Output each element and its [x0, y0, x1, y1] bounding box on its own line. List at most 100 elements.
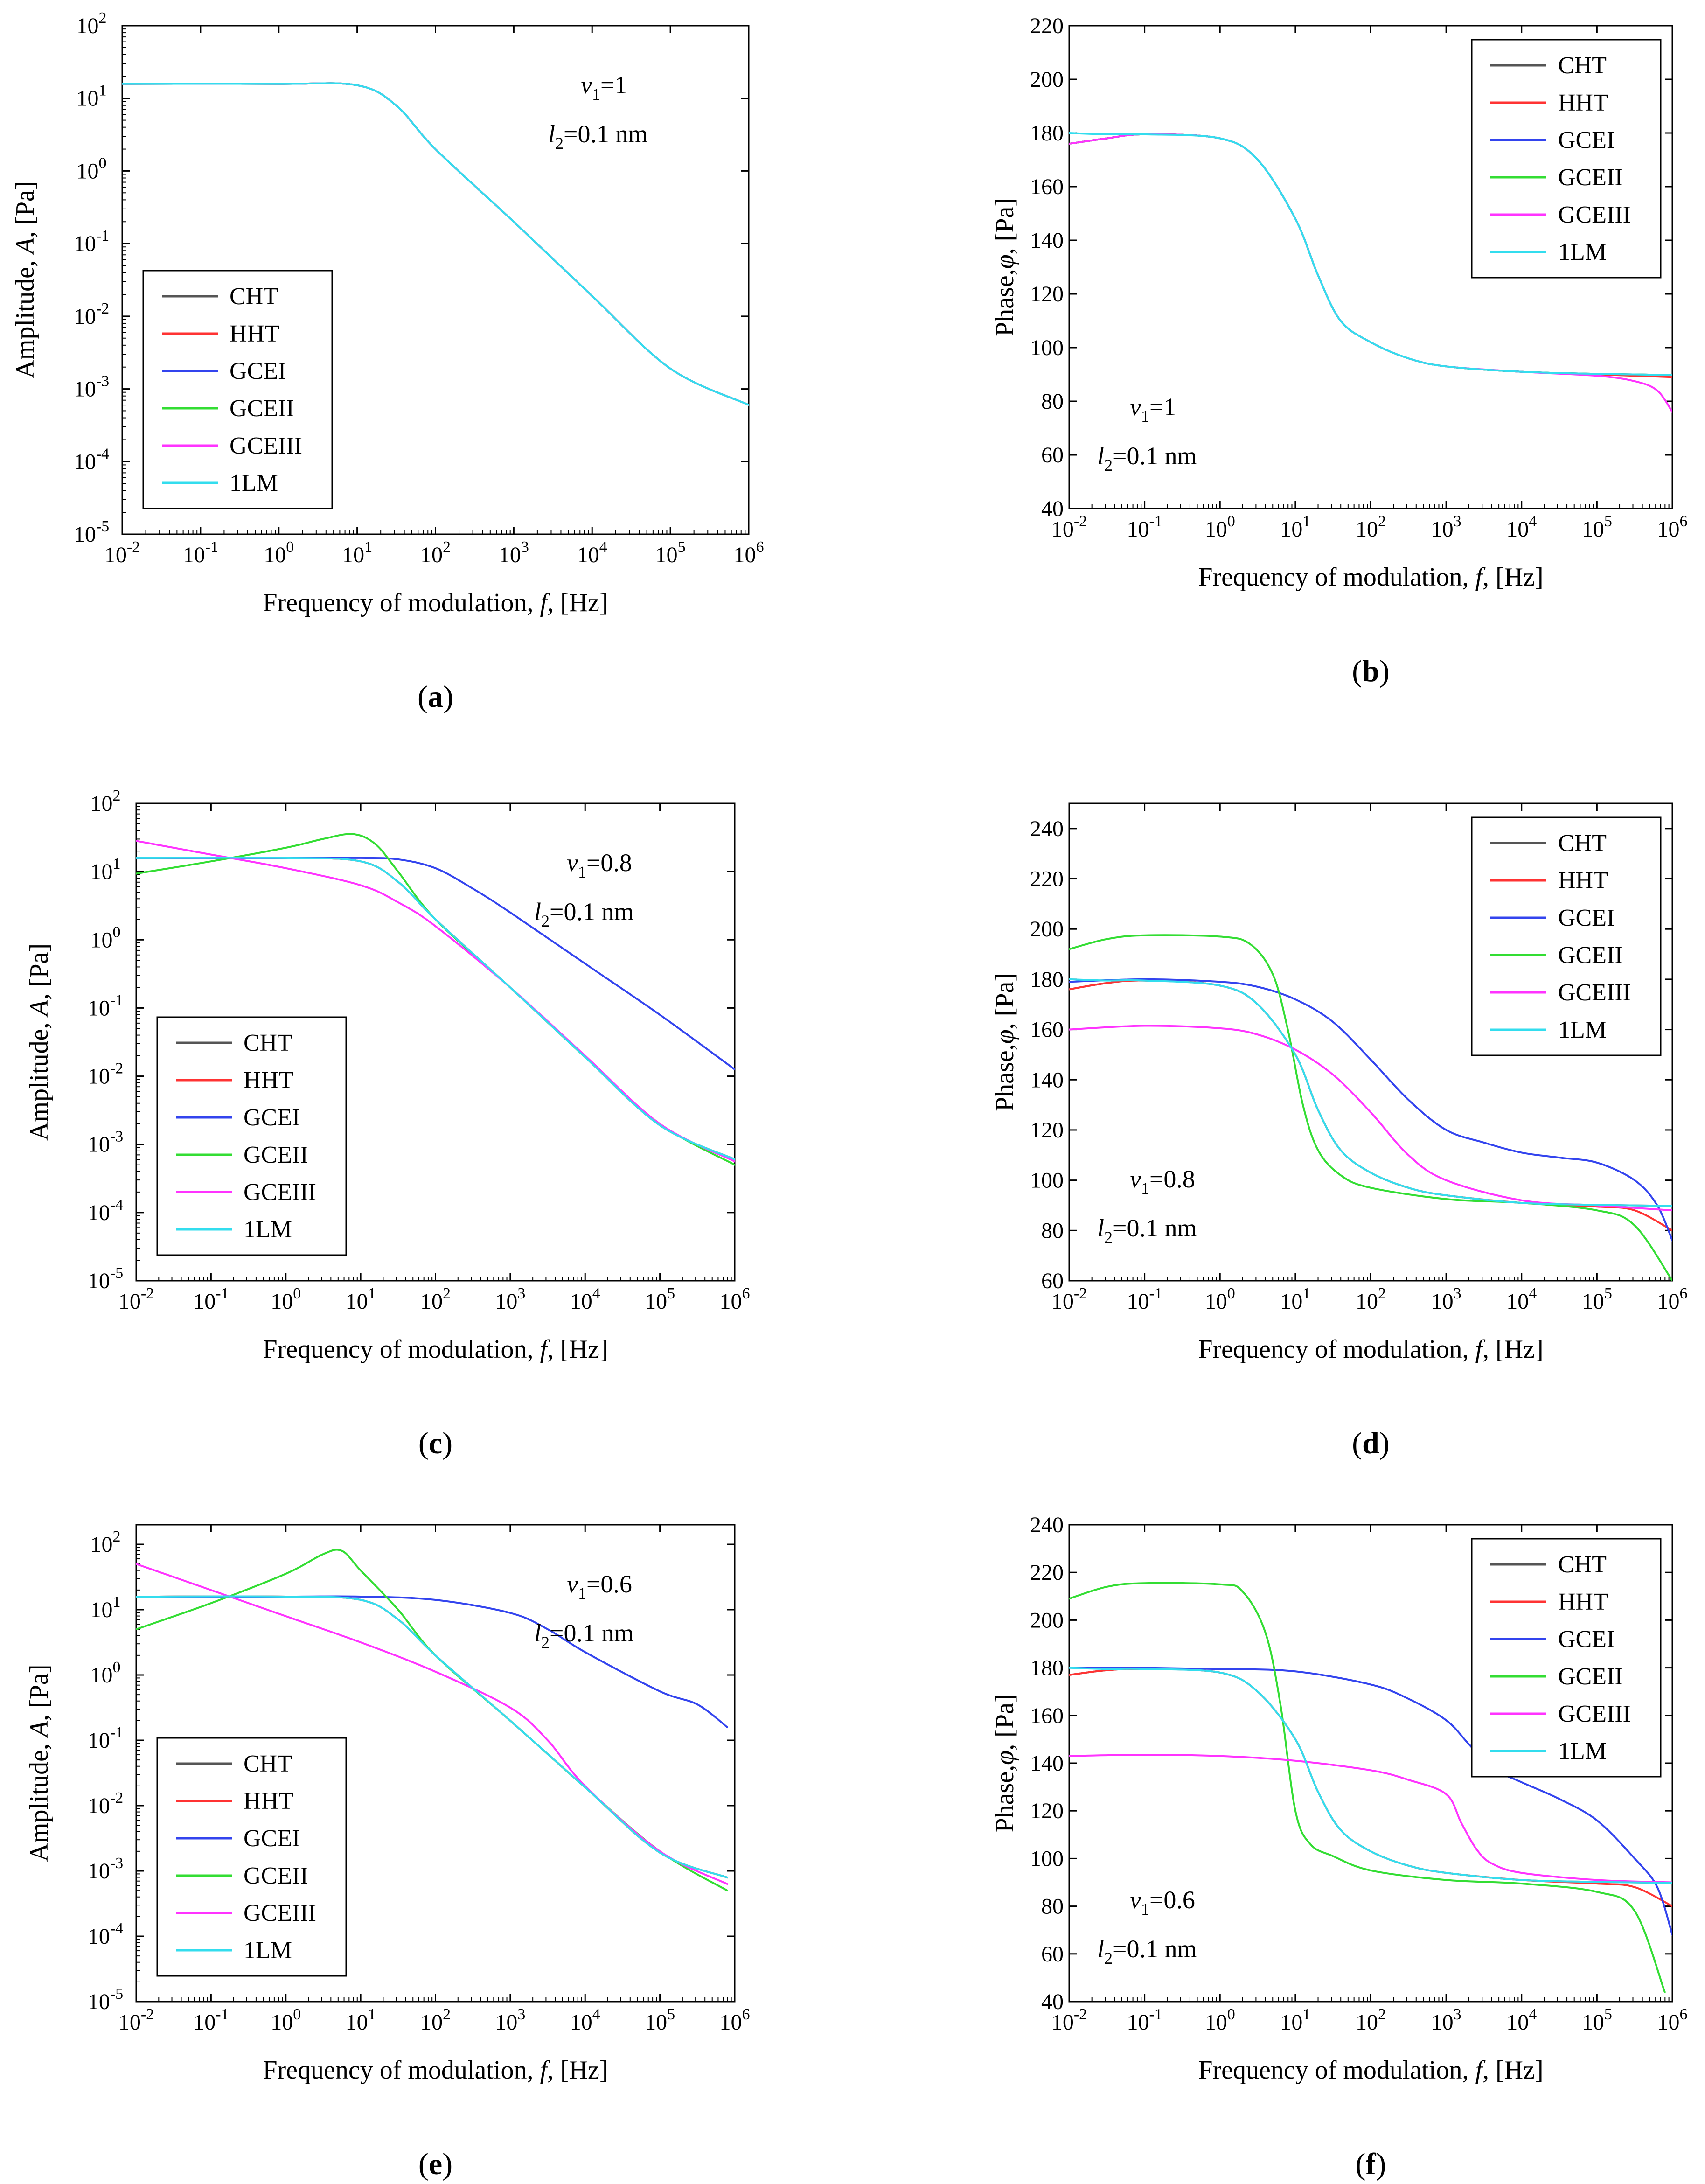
y-tick-label: 102 — [90, 1528, 121, 1557]
legend: CHT HHT GCEI GCEII GCEIII 1LM — [156, 1737, 347, 1977]
y-tick-label: 40 — [1041, 496, 1064, 521]
x-tick-label: 10-1 — [1127, 2006, 1162, 2035]
panel-label: (c) — [418, 1426, 452, 1460]
y-tick-label: 180 — [1030, 1656, 1064, 1681]
series-line-GCEIII — [1069, 1754, 1672, 1884]
y-tick-label: 10-5 — [88, 1264, 123, 1293]
legend-box — [156, 1737, 347, 1977]
x-tick-label: 103 — [1431, 2006, 1461, 2035]
y-tick-label: 80 — [1041, 1894, 1064, 1919]
l-annotation: l2=0.1 nm — [1097, 1935, 1197, 1968]
y-tick-label: 100 — [1030, 1168, 1064, 1193]
panel-label: (d) — [1352, 1426, 1390, 1460]
x-tick-label: 101 — [346, 2006, 376, 2035]
legend-label-GCEII: GCEII — [1558, 1663, 1623, 1690]
x-tick-label: 101 — [346, 1285, 376, 1314]
y-tick-label: 100 — [90, 923, 121, 952]
y-tick-label: 80 — [1041, 389, 1064, 414]
l-annotation: l2=0.1 nm — [1097, 442, 1197, 474]
annotation: ν1=1 l2=0.1 nm — [1097, 393, 1197, 474]
x-tick-label: 10-1 — [1127, 1285, 1162, 1314]
x-tick-label: 10-2 — [1051, 513, 1087, 542]
legend-label-1LM: 1LM — [244, 1216, 292, 1243]
legend-label-GCEIII: GCEIII — [244, 1900, 316, 1926]
x-tick-label: 105 — [645, 2006, 675, 2035]
panel-label: (b) — [1352, 654, 1390, 688]
x-tick-label: 100 — [264, 538, 294, 567]
series-line-GCEI — [1069, 978, 1672, 1242]
legend-label-GCEI: GCEI — [1558, 905, 1615, 931]
legend-label-CHT: CHT — [1558, 52, 1607, 79]
x-tick-label: 10-1 — [193, 1285, 229, 1314]
chart-panel-a: 10-2 10-1 100 101 102 103 104 105 106 10-5 10-4 10-… — [11, 9, 764, 714]
y-tick-label: 100 — [1030, 1846, 1064, 1871]
y-tick-label: 220 — [1030, 867, 1064, 892]
y-tick-label: 100 — [90, 1659, 121, 1688]
legend-label-GCEII: GCEII — [244, 1142, 308, 1168]
x-tick-label: 10-2 — [1051, 1285, 1087, 1314]
x-tick-label: 10-2 — [118, 1285, 154, 1314]
y-tick-label: 120 — [1030, 1118, 1064, 1143]
series-line-1LM — [1069, 132, 1672, 376]
y-axis-title: Amplitude, A, [Pa] — [25, 1664, 54, 1862]
x-tick-label: 106 — [1657, 2006, 1688, 2035]
x-tick-label: 106 — [1657, 513, 1688, 542]
x-tick-label: 10-2 — [1051, 2006, 1087, 2035]
y-axis-title: Phase,φ, [Pa] — [990, 198, 1019, 336]
x-tick-label: 102 — [1356, 1285, 1386, 1314]
legend-label-GCEII: GCEII — [244, 1863, 308, 1889]
y-axis-title: Phase,φ, [Pa] — [990, 973, 1019, 1111]
y-tick-label: 10-4 — [88, 1920, 123, 1949]
series-group — [1069, 934, 1672, 1281]
x-tick-label: 10-1 — [193, 2006, 229, 2035]
x-tick-label: 101 — [1280, 1285, 1310, 1314]
series-line-1LM — [136, 1595, 728, 1878]
legend: CHT HHT GCEI GCEII GCEIII 1LM — [1471, 816, 1662, 1056]
y-tick-label: 10-3 — [88, 1855, 123, 1884]
legend: CHT HHT GCEI GCEII GCEIII 1LM — [142, 270, 333, 509]
y-tick-label: 160 — [1030, 174, 1064, 199]
series-line-GCEII — [1069, 1582, 1666, 1993]
annotation: ν1=1 l2=0.1 nm — [548, 71, 647, 153]
y-tick-label: 120 — [1030, 1799, 1064, 1823]
legend-box — [142, 270, 333, 509]
l-annotation: l2=0.1 nm — [534, 898, 633, 930]
x-tick-label: 105 — [1582, 1285, 1612, 1314]
series-line-1LM — [1069, 978, 1672, 1207]
y-tick-label: 60 — [1041, 443, 1064, 468]
legend-label-CHT: CHT — [1558, 1551, 1607, 1578]
y-tick-label: 160 — [1030, 1018, 1064, 1042]
x-tick-label: 102 — [420, 1285, 451, 1314]
annotation: ν1=0.8 l2=0.1 nm — [534, 849, 633, 930]
y-tick-label: 160 — [1030, 1703, 1064, 1728]
y-tick-label: 101 — [90, 1593, 121, 1622]
x-tick-label: 102 — [1356, 513, 1386, 542]
legend-label-GCEI: GCEI — [244, 1825, 300, 1852]
l-annotation: l2=0.1 nm — [1097, 1214, 1197, 1247]
y-tick-label: 40 — [1041, 1989, 1064, 2014]
y-tick-label: 220 — [1030, 14, 1064, 38]
legend-label-HHT: HHT — [1558, 1589, 1608, 1615]
y-tick-label: 60 — [1041, 1269, 1064, 1293]
y-axis-title: Phase,φ, [Pa] — [990, 1694, 1019, 1833]
x-tick-label: 106 — [734, 538, 764, 567]
x-tick-label: 104 — [570, 2006, 600, 2035]
y-tick-label: 60 — [1041, 1942, 1064, 1967]
legend: CHT HHT GCEI GCEII GCEIII 1LM — [156, 1016, 347, 1256]
series-line-1LM — [1069, 1667, 1672, 1884]
legend-label-HHT: HHT — [244, 1788, 293, 1814]
series-line-GCEIII — [136, 840, 735, 1163]
nu-annotation: ν1=1 — [1130, 393, 1176, 426]
legend-label-CHT: CHT — [1558, 830, 1607, 857]
x-axis-title: Frequency of modulation, f, [Hz] — [263, 2056, 608, 2085]
x-tick-label: 105 — [1582, 513, 1612, 542]
x-tick-label: 10-2 — [118, 2006, 154, 2035]
x-tick-label: 100 — [271, 2006, 301, 2035]
nu-annotation: ν1=1 — [581, 71, 627, 104]
x-tick-label: 104 — [577, 538, 607, 567]
y-tick-label: 101 — [77, 82, 107, 111]
chart-panel-b: 10-2 10-1 100 101 102 103 104 105 106 40 60 80 100 12… — [990, 14, 1688, 688]
legend-box — [156, 1016, 347, 1256]
x-tick-label: 103 — [495, 2006, 525, 2035]
series-group — [1069, 132, 1672, 413]
